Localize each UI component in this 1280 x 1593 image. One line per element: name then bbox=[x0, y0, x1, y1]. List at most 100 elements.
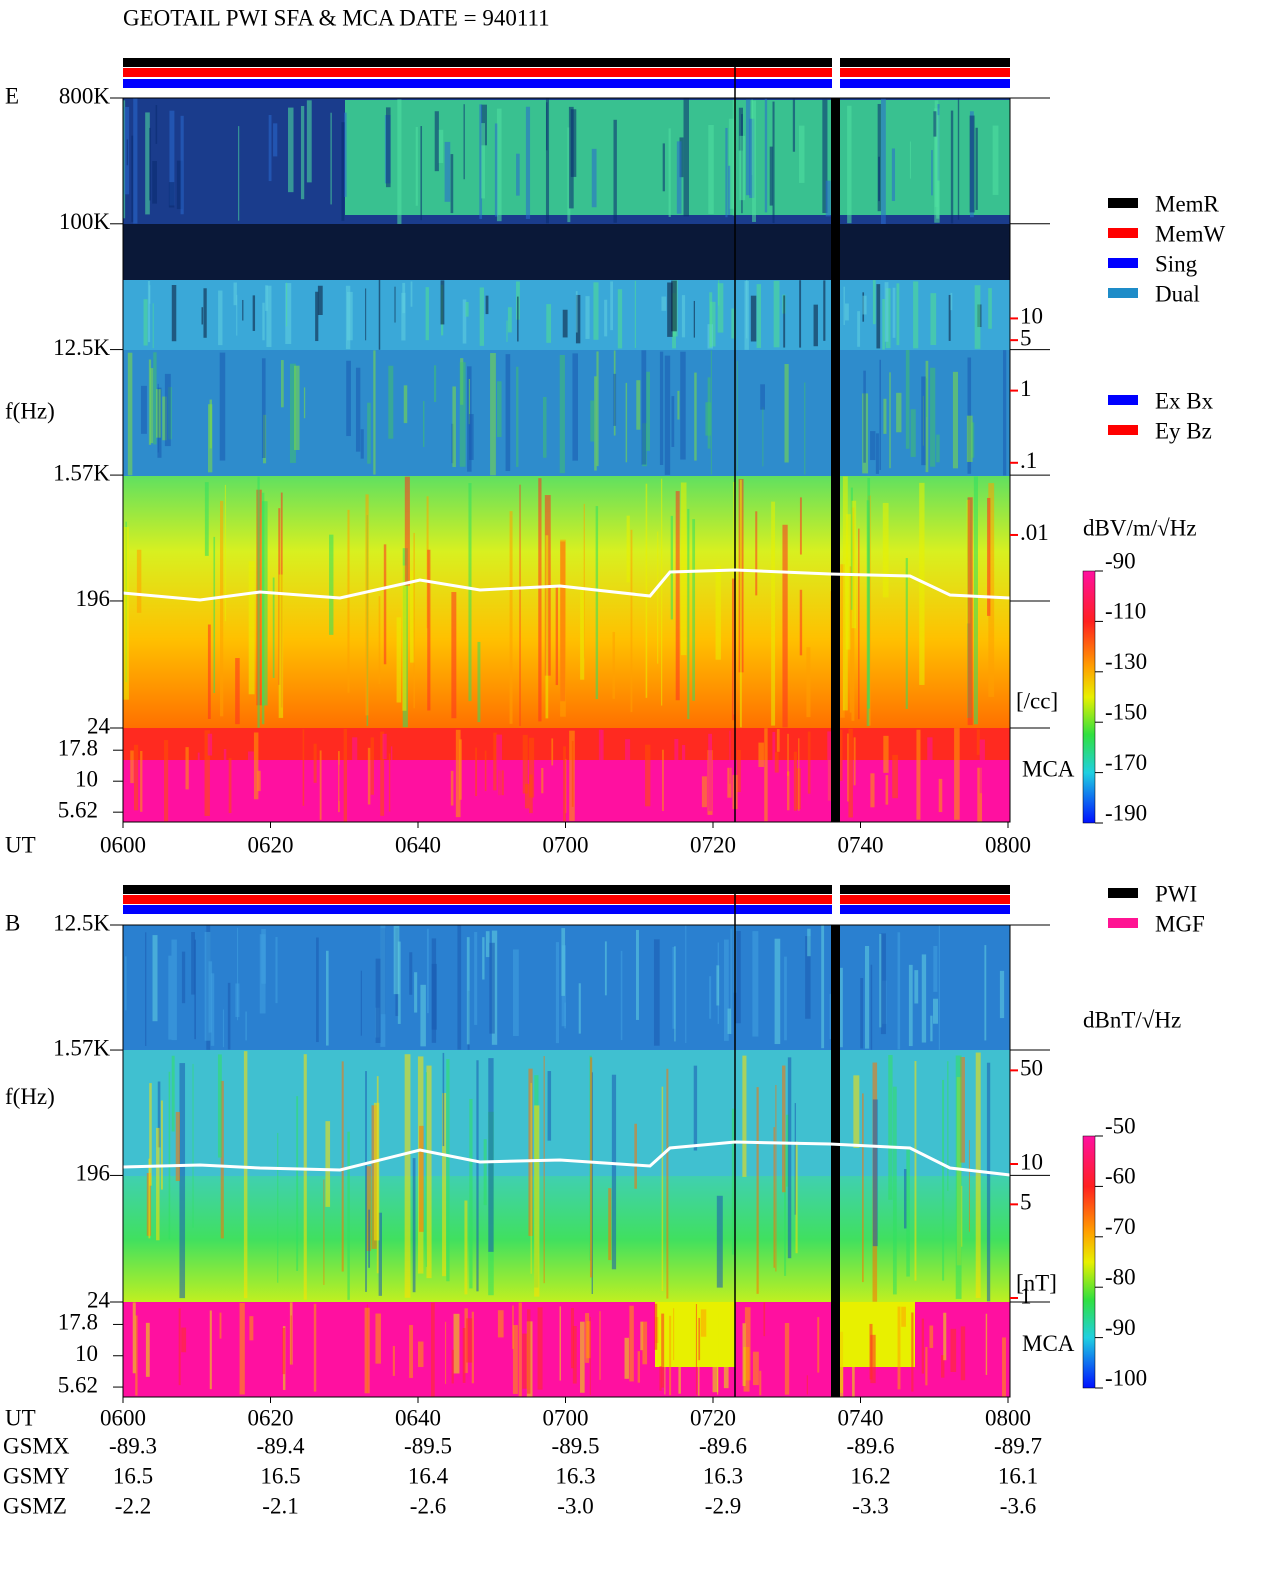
texture-streak bbox=[551, 738, 554, 766]
texture-streak bbox=[483, 1139, 487, 1206]
texture-streak bbox=[755, 511, 758, 596]
mca-tick-label: 5.62 bbox=[58, 1372, 98, 1397]
texture-streak bbox=[367, 747, 371, 805]
texture-streak bbox=[149, 1083, 152, 1186]
mca-tick-label: 10 bbox=[75, 1341, 98, 1366]
orbit-value: -89.5 bbox=[404, 1433, 452, 1458]
texture-streak bbox=[325, 950, 329, 1046]
texture-streak bbox=[209, 1310, 212, 1390]
texture-streak bbox=[222, 1009, 225, 1048]
texture-streak bbox=[580, 586, 585, 680]
texture-streak bbox=[901, 1306, 906, 1327]
texture-streak bbox=[181, 951, 186, 1004]
texture-streak bbox=[858, 528, 860, 720]
texture-streak bbox=[674, 946, 676, 1042]
texture-streak bbox=[330, 112, 332, 205]
texture-streak bbox=[839, 1311, 844, 1397]
texture-streak bbox=[208, 961, 213, 1033]
texture-streak bbox=[444, 141, 451, 202]
texture-streak bbox=[872, 1099, 878, 1247]
texture-streak bbox=[896, 283, 900, 346]
texture-streak bbox=[758, 742, 764, 768]
texture-streak bbox=[482, 937, 485, 980]
texture-streak bbox=[914, 970, 919, 1004]
texture-streak bbox=[673, 1308, 675, 1361]
texture-streak bbox=[425, 287, 429, 341]
texture-streak bbox=[522, 734, 528, 794]
texture-streak bbox=[968, 1140, 970, 1232]
texture-streak bbox=[512, 1325, 518, 1394]
texture-streak bbox=[974, 285, 981, 349]
texture-streak bbox=[896, 392, 902, 433]
texture-streak bbox=[661, 478, 663, 706]
colorbar-label: dBnT/√Hz bbox=[1083, 1007, 1181, 1032]
texture-streak bbox=[275, 936, 278, 1004]
texture-streak bbox=[708, 124, 714, 214]
texture-streak bbox=[613, 373, 617, 426]
texture-streak bbox=[709, 976, 712, 1019]
texture-streak bbox=[763, 1302, 766, 1337]
x-tick-label: 0640 bbox=[395, 832, 441, 857]
texture-streak bbox=[930, 293, 937, 345]
texture-streak bbox=[787, 1057, 792, 1259]
texture-streak bbox=[772, 731, 776, 815]
texture-streak bbox=[683, 98, 690, 217]
texture-streak bbox=[640, 1321, 644, 1351]
texture-streak bbox=[877, 103, 881, 212]
texture-streak bbox=[261, 929, 266, 984]
texture-streak bbox=[378, 1212, 382, 1296]
x-tick-label: 0700 bbox=[543, 832, 589, 857]
texture-streak bbox=[289, 363, 296, 463]
texture-streak bbox=[710, 350, 712, 475]
texture-streak bbox=[546, 304, 552, 343]
texture-streak bbox=[960, 1326, 966, 1381]
texture-streak bbox=[329, 534, 334, 635]
texture-streak bbox=[365, 1071, 367, 1292]
x-tick-label: 0600 bbox=[100, 1405, 146, 1430]
texture-streak bbox=[662, 143, 665, 192]
texture-streak bbox=[242, 299, 244, 321]
x-tick-label: 0800 bbox=[985, 1405, 1031, 1430]
mca-tick-label: 5.62 bbox=[58, 797, 98, 822]
texture-streak bbox=[693, 300, 695, 338]
texture-streak bbox=[646, 371, 650, 451]
texture-streak bbox=[975, 127, 978, 210]
texture-streak bbox=[464, 1200, 468, 1295]
y2-tick-label: 50 bbox=[1020, 1056, 1043, 1081]
texture-streak bbox=[769, 146, 773, 206]
texture-streak bbox=[739, 479, 742, 728]
x-tick-label: 0720 bbox=[690, 832, 736, 857]
orbit-value: 16.1 bbox=[998, 1463, 1038, 1488]
texture-streak bbox=[973, 476, 978, 725]
texture-streak bbox=[870, 1334, 876, 1384]
texture-streak bbox=[625, 382, 628, 463]
texture-streak bbox=[897, 1306, 901, 1390]
texture-streak bbox=[529, 774, 533, 814]
texture-streak bbox=[701, 776, 707, 808]
texture-streak bbox=[941, 1355, 945, 1378]
texture-streak bbox=[947, 1061, 949, 1192]
texture-streak bbox=[484, 750, 487, 792]
texture-streak bbox=[445, 1321, 447, 1384]
texture-streak bbox=[489, 942, 495, 1034]
texture-streak bbox=[450, 770, 454, 806]
texture-streak bbox=[677, 390, 680, 420]
texture-streak bbox=[787, 733, 789, 776]
texture-streak bbox=[152, 160, 157, 204]
texture-streak bbox=[863, 370, 866, 463]
texture-streak bbox=[130, 750, 134, 784]
texture-streak bbox=[681, 295, 686, 338]
texture-streak bbox=[126, 139, 129, 166]
texture-streak bbox=[317, 285, 323, 315]
texture-streak bbox=[140, 385, 147, 434]
texture-streak bbox=[695, 1304, 698, 1395]
texture-streak bbox=[661, 296, 667, 311]
plot-frame bbox=[122, 924, 1011, 1398]
texture-streak bbox=[218, 290, 223, 346]
texture-streak bbox=[708, 733, 713, 812]
texture-streak bbox=[388, 365, 394, 439]
texture-streak bbox=[570, 1308, 575, 1369]
texture-streak bbox=[245, 1011, 247, 1041]
texture-streak bbox=[654, 1303, 658, 1350]
texture-streak bbox=[851, 500, 857, 629]
